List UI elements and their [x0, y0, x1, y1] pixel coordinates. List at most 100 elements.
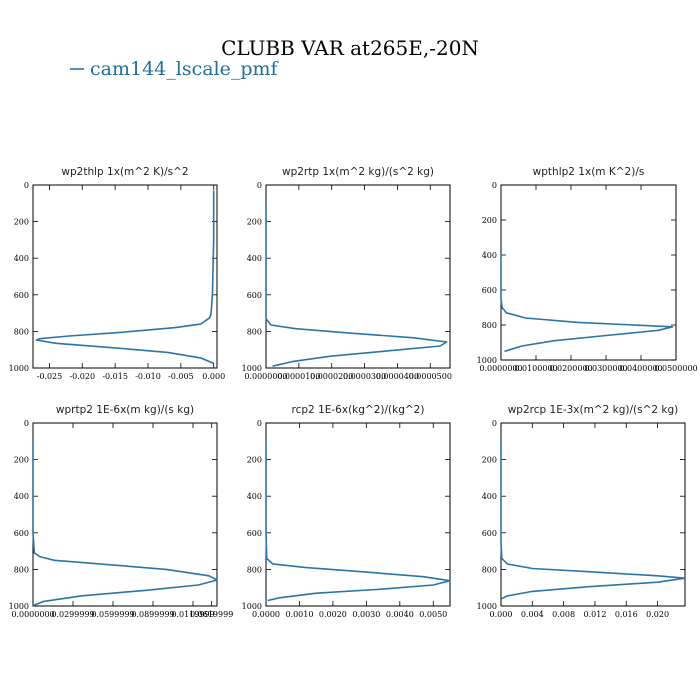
panel-1: wp2thlp 1x(m^2 K)/s^2 0 200 400 600 800 1000 -0… [9, 166, 226, 381]
x-tick-label: 0.020 [646, 610, 669, 619]
y-tick-label: 400 [482, 251, 497, 260]
panel-3: wpthlp2 1x(m K^2)/s 0 200 400 600 800 10000.00… [477, 166, 698, 373]
panel-title: rcp2 1E-6x(kg^2)/(kg^2) [292, 404, 425, 416]
series-line [265, 203, 448, 367]
panel-title: wpthlp2 1x(m K^2)/s [533, 166, 645, 178]
plot-frame [32, 422, 218, 607]
y-tick-label: 400 [14, 254, 29, 263]
panel-title: wp2rcp 1E-3x(m^2 kg)/(s^2 kg) [508, 404, 679, 416]
x-tick-label: 0.0000400 [376, 372, 419, 381]
series-line [35, 190, 215, 365]
panel-title: wp2thlp 1x(m^2 K)/s^2 [61, 166, 188, 178]
y-tick-label: 0 [492, 419, 497, 428]
x-tick-label: 0.0000100 [277, 372, 320, 381]
y-tick-label: 600 [482, 529, 497, 538]
plot-frame [500, 422, 686, 607]
y-tick-label: 200 [482, 216, 497, 225]
plot-frame [265, 422, 451, 607]
panel-2: wp2rtp 1x(m^2 kg)/(s^2 kg) 0 200 400 600 800 1… [242, 166, 452, 381]
x-tick-label: 0.0200000 [549, 364, 592, 373]
x-tick-label: -0.010 [135, 372, 161, 381]
y-tick-label: 400 [247, 254, 262, 263]
x-tick-label: 0.0000000 [244, 372, 287, 381]
y-tick-label: 0 [24, 181, 29, 190]
x-tick-label: -0.020 [69, 372, 95, 381]
x-tick-label: 0.0000 [252, 610, 280, 619]
panel-4: wprtp2 1E-6x(m kg)/(s kg) 0 200 400 600 800 10… [9, 404, 234, 619]
y-tick-label: 200 [14, 218, 29, 227]
series-line [265, 441, 451, 602]
y-tick-label: 600 [482, 286, 497, 295]
x-tick-label: 0.0400000 [619, 364, 662, 373]
x-tick-label: 0.0050 [419, 610, 447, 619]
y-tick-label: 800 [247, 327, 262, 336]
x-tick-label: 0.012 [584, 610, 607, 619]
y-tick-label: 400 [247, 492, 262, 501]
panel-5: rcp2 1E-6x(kg^2)/(kg^2) 0 200 400 600 800 1000… [242, 404, 451, 619]
x-tick-label: -0.005 [168, 372, 194, 381]
y-tick-label: 1000 [242, 364, 262, 373]
panel-grid: wp2thlp 1x(m^2 K)/s^2 0 200 400 600 800 1000 -0… [9, 166, 698, 619]
series-line [500, 251, 674, 353]
x-tick-label: 0.000 [490, 610, 513, 619]
y-tick-label: 0 [257, 181, 262, 190]
y-tick-label: 800 [14, 327, 29, 336]
x-tick-label: 0.0030 [352, 610, 380, 619]
y-tick-label: 1000 [477, 356, 497, 365]
y-tick-label: 0 [492, 181, 497, 190]
y-tick-label: 0 [257, 419, 262, 428]
x-tick-label: 0.0899999 [131, 610, 174, 619]
x-tick-label: 0.0000500 [409, 372, 452, 381]
x-tick-label: 0.008 [552, 610, 575, 619]
series-line [500, 441, 686, 600]
x-tick-label: 0.000 [202, 372, 225, 381]
y-tick-label: 1000 [477, 602, 497, 611]
x-tick-label: 0.0000300 [343, 372, 386, 381]
x-tick-label: 0.0040 [386, 610, 414, 619]
y-tick-label: 600 [247, 291, 262, 300]
x-tick-label: 0.004 [521, 610, 544, 619]
y-tick-label: 200 [247, 456, 262, 465]
y-tick-label: 1000 [9, 364, 29, 373]
x-tick-label: 0.0300000 [584, 364, 627, 373]
y-tick-label: 1000 [242, 602, 262, 611]
x-tick-label: 0.0619999 [190, 610, 233, 619]
y-tick-label: 600 [247, 529, 262, 538]
x-tick-label: 0.0599999 [91, 610, 134, 619]
series-line [32, 441, 218, 606]
y-tick-label: 1000 [9, 602, 29, 611]
panel-title: wp2rtp 1x(m^2 kg)/(s^2 kg) [282, 166, 434, 178]
x-tick-label: 0.0000000 [479, 364, 522, 373]
panel-title: wprtp2 1E-6x(m kg)/(s kg) [56, 404, 194, 416]
x-tick-label: 0.016 [615, 610, 638, 619]
y-tick-label: 400 [482, 492, 497, 501]
y-tick-label: 800 [14, 565, 29, 574]
legend-label: cam144_lscale_pmf [90, 58, 280, 80]
y-tick-label: 200 [482, 456, 497, 465]
y-tick-label: 800 [482, 565, 497, 574]
x-tick-label: 0.0119999 [171, 610, 214, 619]
plot-frame [265, 184, 451, 369]
y-tick-label: 200 [247, 218, 262, 227]
x-tick-label: 0.0000000 [11, 610, 54, 619]
y-tick-label: 800 [482, 321, 497, 330]
x-tick-label: -0.025 [37, 372, 63, 381]
panel-6: wp2rcp 1E-3x(m^2 kg)/(s^2 kg) 0 200 400 600 8… [477, 404, 686, 619]
y-tick-label: 600 [14, 529, 29, 538]
figure-title: CLUBB VAR at265E,-20N [221, 36, 479, 60]
y-tick-label: 0 [24, 419, 29, 428]
y-tick-label: 200 [14, 456, 29, 465]
x-tick-label: 0.0500000 [654, 364, 697, 373]
plot-frame [32, 184, 218, 369]
x-tick-label: -0.015 [102, 372, 128, 381]
x-tick-label: 0.0020 [319, 610, 347, 619]
y-tick-label: 600 [14, 291, 29, 300]
y-tick-label: 800 [247, 565, 262, 574]
x-tick-label: 0.0100000 [514, 364, 557, 373]
plot-frame [500, 184, 677, 361]
y-tick-label: 400 [14, 492, 29, 501]
x-tick-label: 0.0010 [285, 610, 313, 619]
x-tick-label: 0.0000200 [310, 372, 353, 381]
x-tick-label: 0.0299999 [51, 610, 94, 619]
